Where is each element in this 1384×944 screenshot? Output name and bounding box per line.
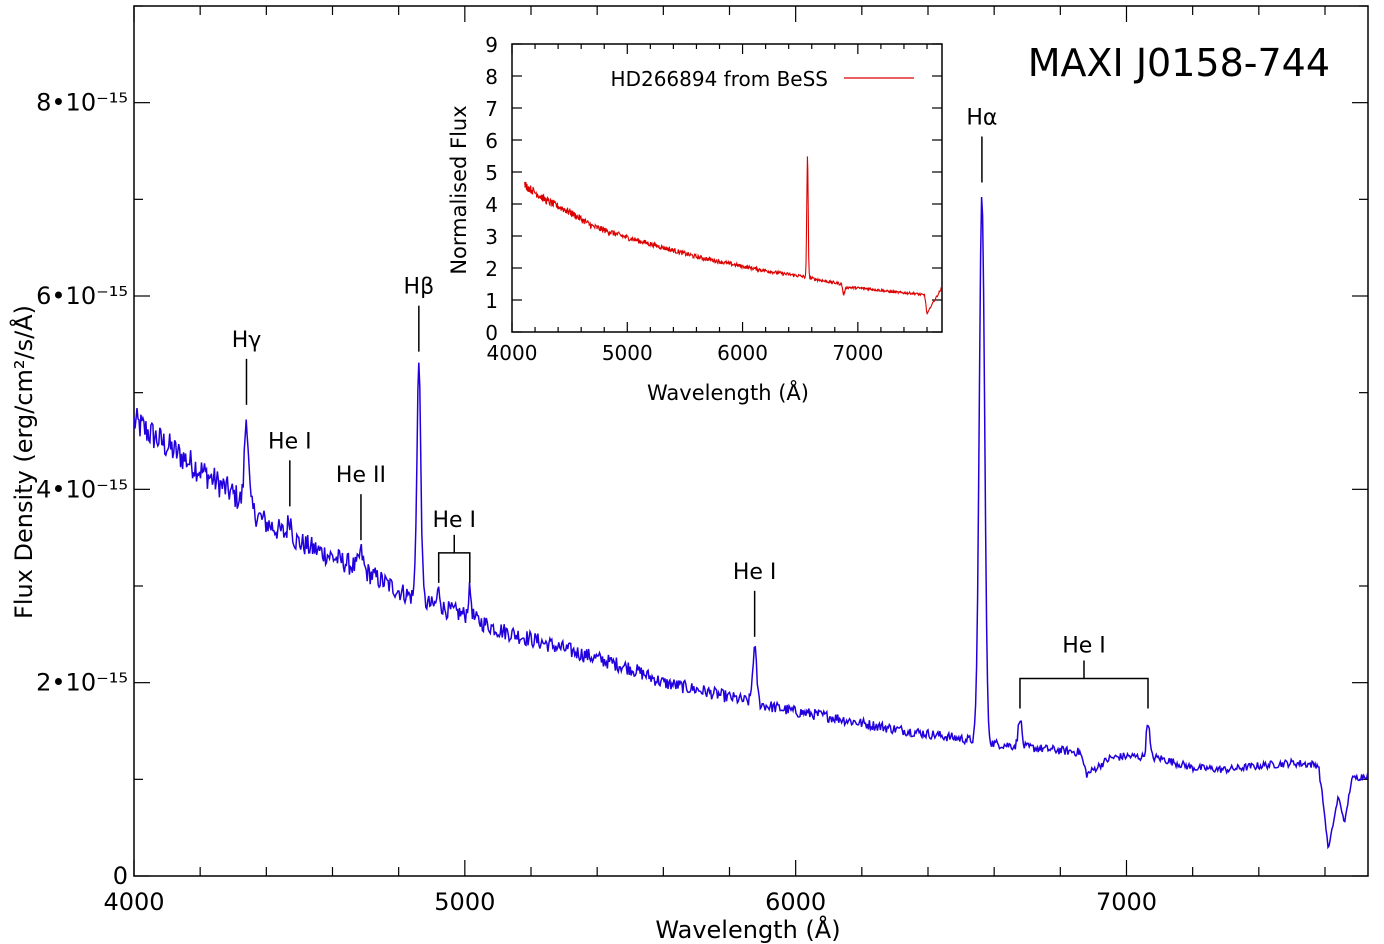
inset-x-tick-label: 4000 (487, 341, 538, 365)
line-id-label: He I (268, 429, 312, 454)
inset-x-axis-label: Wavelength (Å) (647, 379, 809, 405)
x-tick-label: 4000 (103, 888, 164, 916)
line-id-label: He II (336, 463, 386, 488)
inset-y-tick-label: 5 (485, 161, 498, 185)
inset-legend-label: HD266894 from BeSS (611, 67, 828, 91)
y-tick-label: 2•10⁻¹⁵ (36, 669, 128, 697)
inset-y-tick-label: 9 (485, 33, 498, 57)
x-axis-label: Wavelength (Å) (655, 915, 840, 944)
inset-x-tick-label: 6000 (717, 341, 768, 365)
x-tick-label: 6000 (765, 888, 826, 916)
inset-y-tick-label: 2 (485, 257, 498, 281)
inset-x-tick-label: 5000 (602, 341, 653, 365)
y-axis-label: Flux Density (erg/cm²/s/Å) (9, 305, 38, 619)
spectrum-line (133, 196, 1369, 850)
line-id-label: He I (1062, 634, 1106, 659)
inset-y-tick-label: 1 (485, 289, 498, 313)
inset-spectrum-line (524, 156, 943, 316)
inset-y-tick-label: 4 (485, 193, 498, 217)
inset-x-tick-label: 7000 (832, 341, 883, 365)
y-tick-label: 4•10⁻¹⁵ (36, 475, 128, 503)
x-tick-label: 7000 (1096, 888, 1157, 916)
inset-frame (511, 43, 943, 333)
inset-y-axis-label: Normalised Flux (447, 105, 471, 274)
inset-y-tick-label: 8 (485, 65, 498, 89)
inset-y-tick-label: 6 (485, 129, 498, 153)
line-id-label: Hβ (404, 275, 435, 300)
y-tick-label: 0 (113, 862, 128, 890)
line-id-label: He I (733, 560, 777, 585)
line-id-label: Hγ (232, 328, 262, 353)
y-tick-label: 6•10⁻¹⁵ (36, 282, 128, 310)
chart-title: MAXI J0158-744 (1028, 41, 1330, 85)
inset-spectrum-plot: 4000 5000 6000 7000 0 1 2 3 4 5 6 7 8 9 (485, 33, 943, 365)
x-tick-label: 5000 (434, 888, 495, 916)
inset-y-tick-label: 7 (485, 97, 498, 121)
inset-y-tick-label: 0 (485, 321, 498, 345)
y-tick-label: 8•10⁻¹⁵ (36, 89, 128, 117)
line-id-label: He I (432, 508, 476, 533)
inset-y-tick-label: 3 (485, 225, 498, 249)
line-id-label: Hα (966, 106, 997, 131)
